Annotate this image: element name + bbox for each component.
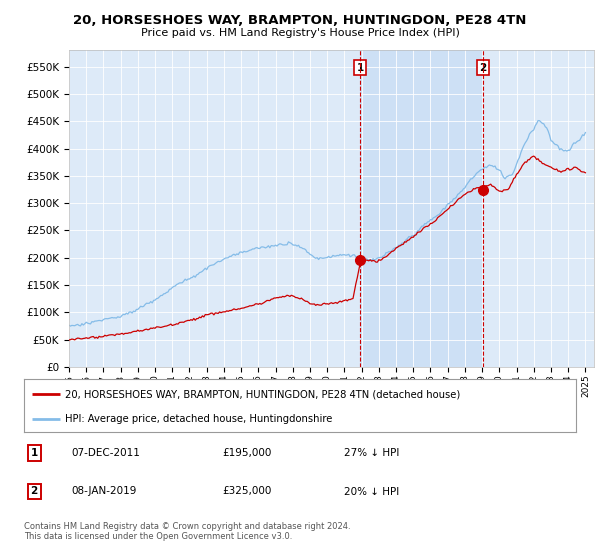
Text: HPI: Average price, detached house, Huntingdonshire: HPI: Average price, detached house, Hunt… [65, 414, 333, 424]
Text: 20% ↓ HPI: 20% ↓ HPI [344, 487, 400, 497]
Bar [360, 50, 483, 367]
Text: 20, HORSESHOES WAY, BRAMPTON, HUNTINGDON, PE28 4TN: 20, HORSESHOES WAY, BRAMPTON, HUNTINGDON… [73, 14, 527, 27]
Text: £325,000: £325,000 [223, 487, 272, 497]
Text: 07-DEC-2011: 07-DEC-2011 [71, 449, 140, 458]
Text: 08-JAN-2019: 08-JAN-2019 [71, 487, 136, 497]
Text: Contains HM Land Registry data © Crown copyright and database right 2024.
This d: Contains HM Land Registry data © Crown c… [24, 522, 350, 542]
Text: Price paid vs. HM Land Registry's House Price Index (HPI): Price paid vs. HM Land Registry's House … [140, 28, 460, 38]
Text: 2: 2 [479, 63, 487, 73]
Text: 1: 1 [356, 63, 364, 73]
Text: 1: 1 [31, 449, 38, 458]
Text: 27% ↓ HPI: 27% ↓ HPI [344, 449, 400, 458]
Text: 20, HORSESHOES WAY, BRAMPTON, HUNTINGDON, PE28 4TN (detached house): 20, HORSESHOES WAY, BRAMPTON, HUNTINGDON… [65, 389, 461, 399]
Text: 2: 2 [31, 487, 38, 497]
Text: £195,000: £195,000 [223, 449, 272, 458]
